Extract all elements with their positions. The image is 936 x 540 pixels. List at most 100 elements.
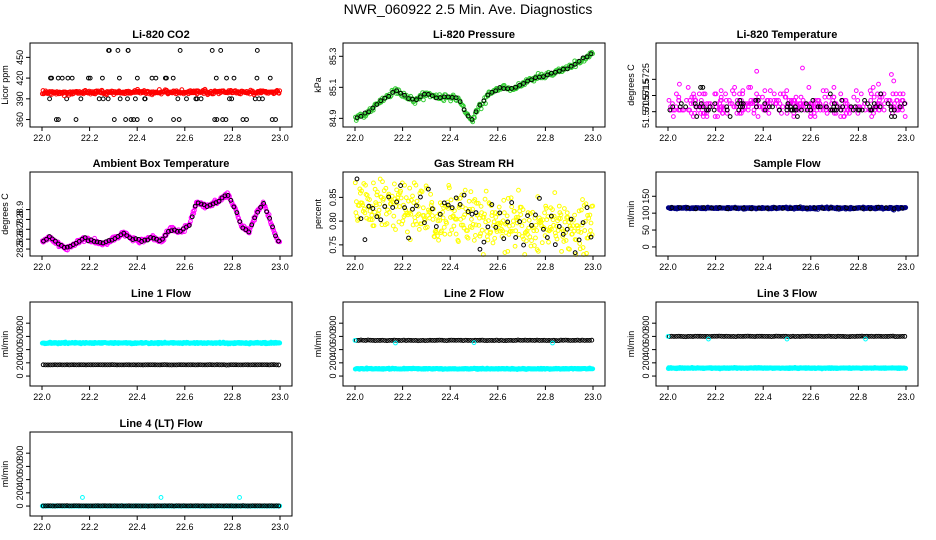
data-point [421,97,426,103]
data-point [718,94,724,100]
data-point [483,188,489,194]
y-tick-label: 450 [15,50,25,65]
data-point [424,224,430,230]
x-tick-label: 22.6 [802,392,820,402]
data-point [899,97,905,103]
data-point [745,107,751,113]
data-point [482,211,487,217]
data-point [374,189,380,195]
data-point [153,75,159,81]
data-point [674,91,679,97]
chart-title: Li-820 CO2 [132,29,189,41]
data-point [795,114,800,119]
data-point [683,104,689,110]
data-point [412,101,418,106]
data-point [477,102,483,108]
data-point [47,234,52,239]
data-point [142,237,148,243]
data-point [712,114,718,119]
x-tick-label: 22.6 [176,262,194,272]
data-point [588,51,594,57]
data-point [571,217,576,223]
data-points [39,48,283,122]
data-point [575,223,580,229]
data-point [445,202,451,208]
data-point [276,238,281,244]
data-point [489,202,495,207]
data-point [871,101,877,106]
data-point [462,187,468,193]
x-axis: 22.0 22.2 22.4 22.6 22.8 23.0 [33,127,289,143]
data-point [470,221,476,227]
data-point [465,235,471,241]
data-point [475,200,481,206]
x-tick-label: 22.4 [754,133,772,143]
data-point [666,97,672,103]
x-tick-label: 23.0 [271,262,289,272]
data-point [225,193,231,198]
data-point [762,88,768,94]
x-tick-label: 22.6 [176,133,194,143]
chart-title: Line 1 Flow [131,288,191,300]
data-point [676,97,682,103]
data-point [784,110,790,116]
y-axis-label: degrees C [626,64,636,106]
data-point [584,250,589,256]
data-point [414,203,419,209]
data-point [191,207,197,213]
data-point [44,236,49,242]
data-point [106,48,111,53]
x-tick-label: 22.2 [394,262,412,272]
data-point [357,190,363,196]
data-point [410,206,415,212]
data-point [489,89,495,95]
data-point [358,113,364,119]
y-axis-label: ml/min [626,201,636,228]
data-point [561,239,567,244]
data-point [469,117,475,122]
data-point [667,107,673,113]
data-point [276,90,282,96]
data-point [372,209,377,215]
data-point [496,204,502,210]
data-point [174,229,180,234]
data-point [512,208,517,214]
data-point [398,188,404,194]
data-point [572,212,577,218]
data-point [461,192,467,198]
data-point [374,214,380,220]
data-point [394,88,400,94]
data-point [718,107,724,113]
y-tick-label: 150 [641,189,651,204]
y-tick-label: 28.6 [15,230,25,248]
data-point [900,107,905,113]
x-tick-label: 22.4 [128,392,146,402]
y-tick-label: 0.85 [328,189,338,207]
data-point [888,104,894,110]
data-point [216,198,222,204]
x-tick-label: 22.2 [81,392,99,402]
data-point [413,182,419,188]
data-point [513,228,519,234]
data-point [740,91,745,97]
x-tick-label: 22.4 [128,262,146,272]
data-point [125,96,130,102]
data-point [376,207,382,213]
data-point [698,110,704,116]
data-point [444,220,449,226]
x-tick-label: 22.0 [659,133,677,143]
data-point [871,94,877,100]
data-point [148,235,153,240]
data-point [454,196,460,202]
data-point [580,197,585,202]
data-point [776,107,782,113]
data-point [579,222,585,228]
x-tick-label: 22.0 [346,133,364,143]
data-point [564,210,570,216]
data-point [408,211,414,217]
data-point [473,233,478,238]
data-point [405,229,410,235]
data-point [485,224,491,230]
x-tick-label: 22.4 [441,262,459,272]
